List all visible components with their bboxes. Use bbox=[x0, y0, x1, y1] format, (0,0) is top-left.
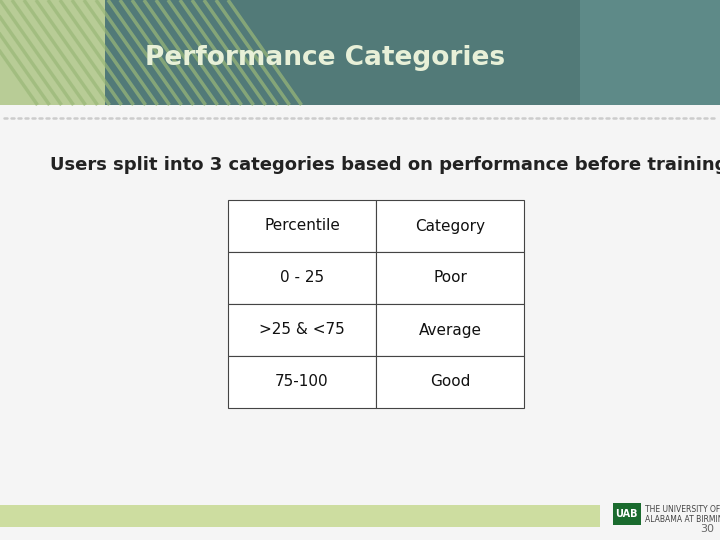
Text: THE UNIVERSITY OF: THE UNIVERSITY OF bbox=[645, 504, 720, 514]
Text: 75-100: 75-100 bbox=[275, 375, 329, 389]
Text: ALABAMA AT BIRMINGHAM: ALABAMA AT BIRMINGHAM bbox=[645, 515, 720, 523]
Bar bbox=[376, 200, 524, 252]
Bar bbox=[376, 356, 524, 408]
Text: 30: 30 bbox=[700, 524, 714, 534]
Bar bbox=[376, 252, 524, 304]
Text: Users split into 3 categories based on performance before training: Users split into 3 categories based on p… bbox=[50, 156, 720, 174]
Bar bbox=[0, 0, 105, 105]
Bar bbox=[0, 505, 600, 527]
Text: >25 & <75: >25 & <75 bbox=[259, 322, 345, 338]
Text: Good: Good bbox=[430, 375, 470, 389]
Text: Category: Category bbox=[415, 219, 485, 233]
Bar bbox=[613, 503, 641, 525]
Text: Average: Average bbox=[418, 322, 482, 338]
Bar bbox=[580, 0, 720, 105]
Text: UAB: UAB bbox=[615, 509, 637, 519]
Text: Poor: Poor bbox=[433, 271, 467, 286]
Text: Performance Categories: Performance Categories bbox=[145, 45, 505, 71]
Text: Percentile: Percentile bbox=[264, 219, 340, 233]
Bar bbox=[228, 356, 376, 408]
Bar bbox=[228, 252, 376, 304]
Bar bbox=[228, 200, 376, 252]
Text: 0 - 25: 0 - 25 bbox=[280, 271, 324, 286]
Bar bbox=[376, 304, 524, 356]
Bar bbox=[228, 304, 376, 356]
Bar bbox=[105, 0, 720, 105]
